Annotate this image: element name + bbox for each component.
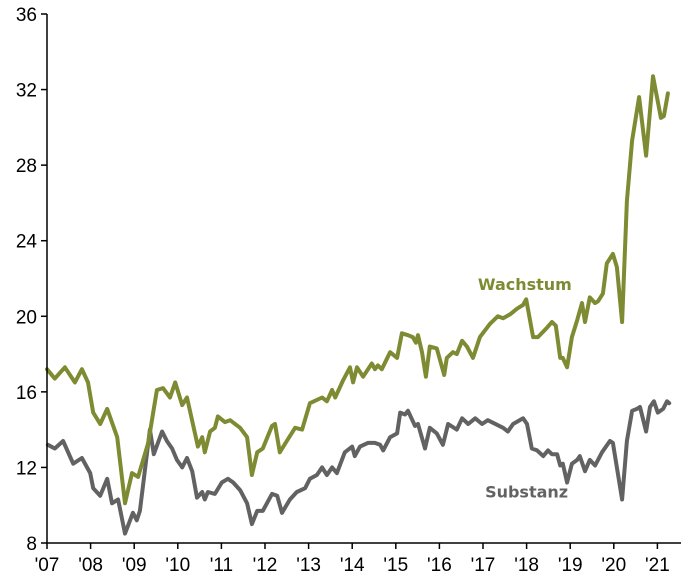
y-ticks: 8 12 16 20 24 28 32 36 [16, 5, 47, 555]
series-line-wachstum [45, 74, 670, 506]
y-tick-label: 20 [16, 307, 37, 328]
y-tick-label: 16 [16, 383, 37, 404]
series-labels: Substanz Wachstum [478, 275, 572, 502]
series-label-substanz: Substanz [485, 483, 568, 502]
x-tick-label: '10 [165, 555, 190, 576]
y-tick-label: 36 [16, 5, 37, 26]
y-tick-label: 32 [16, 81, 37, 102]
series-line-substanz [45, 399, 672, 536]
series-layer [45, 74, 672, 536]
y-tick-label: 8 [26, 534, 37, 555]
x-tick-label: '14 [340, 555, 365, 576]
x-tick-label: '18 [514, 555, 539, 576]
x-tick-label: '20 [601, 555, 626, 576]
series-label-wachstum: Wachstum [478, 275, 572, 294]
x-tick-label: '08 [78, 555, 103, 576]
x-tick-label: '21 [645, 555, 670, 576]
x-tick-label: '16 [427, 555, 452, 576]
x-tick-label: '19 [558, 555, 583, 576]
x-tick-label: '17 [471, 555, 496, 576]
y-tick-label: 28 [16, 156, 37, 177]
x-tick-label: '12 [253, 555, 278, 576]
y-tick-label: 24 [16, 232, 38, 253]
x-tick-label: '09 [122, 555, 147, 576]
x-ticks: '07 '08 '09 '10 '11 '12 '13 '14 '15 '16 '17 '18 '19 '… [35, 543, 670, 576]
x-tick-label: '13 [296, 555, 321, 576]
y-tick-label: 12 [16, 458, 37, 479]
x-tick-label: '11 [210, 555, 233, 576]
x-tick-label: '15 [383, 555, 408, 576]
x-tick-label: '07 [35, 555, 60, 576]
